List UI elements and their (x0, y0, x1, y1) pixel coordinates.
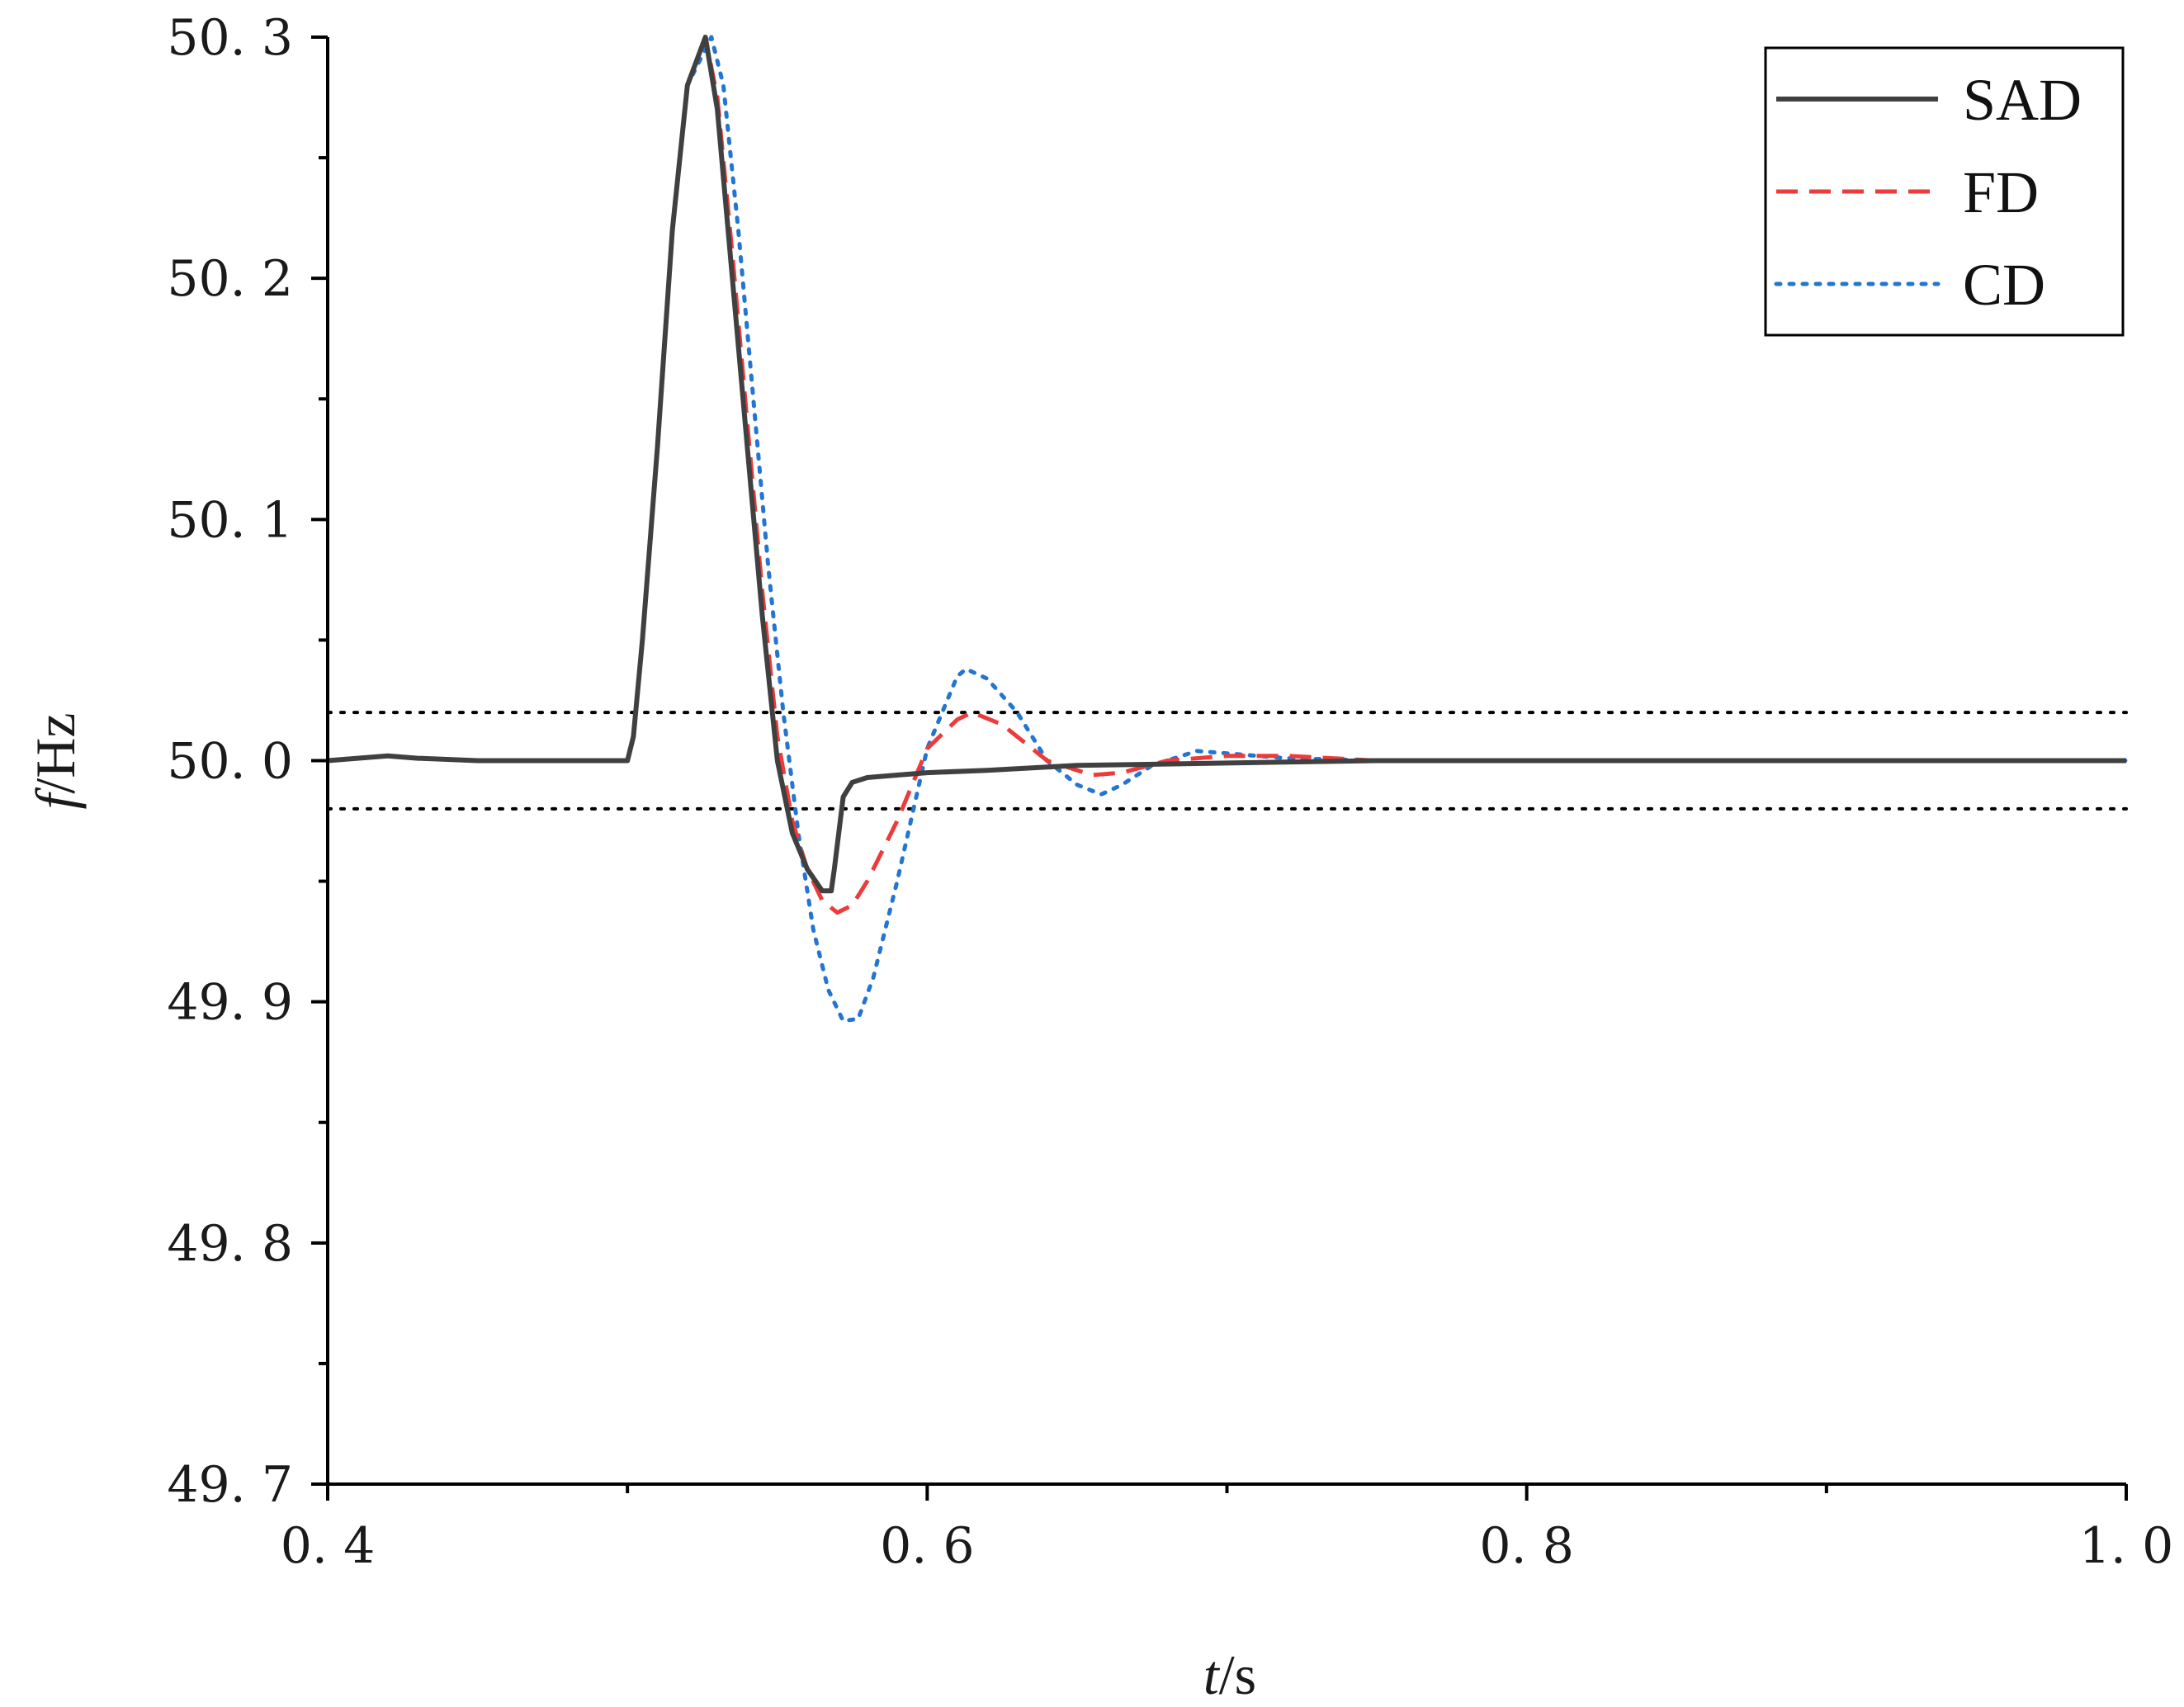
x-tick-label: 0. 8 (1479, 1517, 1574, 1575)
y-tick-label: 50. 3 (167, 9, 293, 67)
legend: SAD FD CD (1764, 46, 2125, 337)
legend-label-sad: SAD (1963, 67, 2082, 133)
y-tick-label: 49. 9 (167, 974, 293, 1032)
x-axis-title: t/s (1203, 1643, 1256, 1706)
y-axis-title: f/Hz (24, 712, 87, 809)
y-tick-label: 50. 2 (167, 250, 293, 308)
x-tick-label: 0. 4 (281, 1517, 376, 1575)
ticks: 0. 4 0. 6 0. 8 1. 0 49. 7 49. 8 49. 9 50. 0 50. … (167, 9, 2173, 1575)
x-axis-title-unit: /s (1219, 1643, 1256, 1706)
y-tick-label: 49. 8 (167, 1215, 293, 1273)
x-axis-title-var: t (1203, 1643, 1221, 1706)
series-line-sad (327, 35, 2126, 894)
y-tick-label: 50. 1 (167, 491, 293, 549)
x-tick-label: 1. 0 (2079, 1517, 2174, 1575)
reference-lines (326, 711, 2128, 811)
legend-label-cd: CD (1963, 252, 2045, 318)
legend-label-fd: FD (1963, 159, 2039, 225)
y-axis-title-unit: /Hz (24, 712, 87, 793)
y-tick-label: 49. 7 (167, 1456, 293, 1514)
y-tick-label: 50. 0 (167, 733, 293, 791)
series-group (325, 35, 2129, 1024)
x-tick-label: 0. 6 (880, 1517, 975, 1575)
